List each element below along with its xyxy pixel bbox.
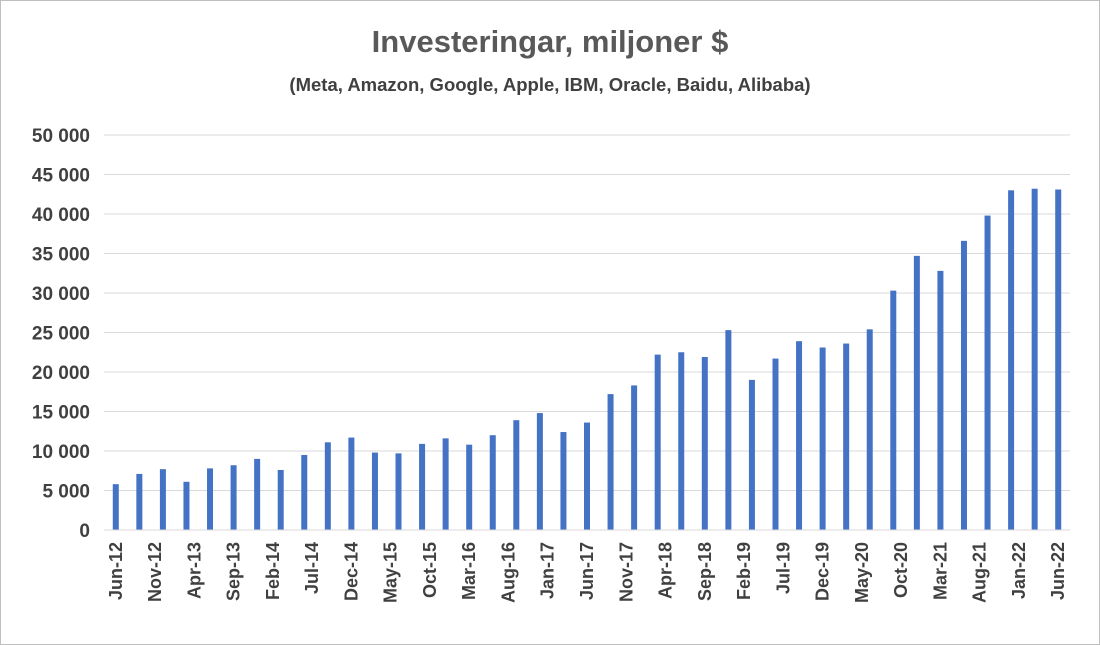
bar: [136, 473, 143, 530]
bar: [489, 435, 496, 530]
bar: [913, 255, 920, 530]
bar: [371, 452, 378, 530]
y-tick-label: 15 000: [32, 403, 90, 424]
bar: [1031, 188, 1038, 530]
x-tick-label: Jan-17: [538, 542, 558, 599]
x-tick-label: Oct-15: [420, 542, 440, 598]
x-tick-label: Oct-20: [891, 542, 911, 598]
chart-title: Investeringar, miljoner $: [371, 24, 729, 59]
bar: [960, 240, 967, 531]
bars: [112, 188, 1062, 531]
y-axis-tick-labels: 0 5 000 10 000 15 000 20 000 25 000 30 000 35 0…: [32, 126, 90, 542]
bar: [631, 385, 638, 530]
bar: [984, 215, 991, 530]
x-tick-label: Sep-18: [695, 542, 715, 601]
bar: [866, 329, 873, 530]
x-tick-label: Sep-13: [224, 542, 244, 601]
x-tick-label: Feb-14: [263, 542, 283, 600]
bar: [819, 347, 826, 530]
bar: [254, 458, 261, 530]
bar: [324, 442, 331, 530]
y-tick-label: 25 000: [32, 324, 90, 345]
bar: [678, 352, 685, 530]
bar: [1008, 190, 1015, 531]
bar: [466, 444, 473, 530]
x-tick-label: Apr-18: [656, 542, 676, 599]
bar: [560, 432, 567, 530]
x-tick-label: Nov-12: [145, 542, 165, 602]
chart-subtitle: (Meta, Amazon, Google, Apple, IBM, Oracl…: [289, 74, 811, 95]
y-tick-label: 0: [79, 521, 90, 542]
bar: [112, 484, 119, 530]
bar: [277, 469, 284, 530]
bar: [348, 437, 355, 530]
bar: [796, 341, 803, 530]
bar: [584, 422, 590, 530]
bar: [419, 443, 426, 530]
y-tick-label: 30 000: [32, 284, 90, 305]
bar: [183, 481, 190, 530]
bar: [442, 438, 449, 530]
bar: [607, 394, 614, 530]
x-tick-label: Nov-17: [616, 542, 636, 602]
gridlines: [104, 134, 1070, 491]
y-tick-label: 10 000: [32, 442, 90, 463]
x-tick-label: Mar-16: [459, 542, 479, 600]
x-tick-label: Apr-13: [184, 542, 204, 599]
bar: [843, 343, 850, 530]
bar: [725, 330, 732, 530]
x-tick-label: Jan-22: [1009, 542, 1029, 599]
x-tick-label: Dec-14: [341, 542, 361, 601]
bar: [207, 468, 214, 530]
bar: [772, 358, 779, 530]
y-tick-label: 45 000: [32, 166, 90, 187]
y-tick-label: 5 000: [42, 482, 90, 503]
x-tick-label: Aug-21: [970, 542, 990, 603]
x-tick-label: May-15: [381, 542, 401, 603]
y-tick-label: 50 000: [32, 126, 90, 147]
x-tick-label: Jul-19: [773, 542, 793, 594]
bar: [701, 356, 708, 530]
bar: [654, 354, 661, 530]
x-tick-label: Dec-19: [813, 542, 833, 601]
bar: [937, 270, 944, 530]
x-tick-label: Jun-12: [106, 542, 126, 600]
bar: [536, 413, 543, 530]
bar: [1055, 189, 1062, 530]
bar: [513, 420, 520, 530]
x-tick-label: Aug-16: [498, 542, 518, 603]
y-tick-label: 40 000: [32, 205, 90, 226]
x-tick-label: Feb-19: [734, 542, 754, 600]
x-tick-label: Mar-21: [930, 542, 950, 600]
x-tick-label: May-20: [852, 542, 872, 603]
y-tick-label: 20 000: [32, 363, 90, 384]
x-tick-label: Jun-17: [577, 542, 597, 600]
bar: [748, 379, 755, 530]
x-tick-label: Jun-22: [1048, 542, 1068, 600]
bar: [890, 290, 897, 530]
x-axis-tick-labels: Jun-12 Nov-12 Apr-13 Sep-13 Feb-14 Jul-14 Dec-…: [106, 542, 1068, 603]
x-tick-label: Jul-14: [302, 542, 322, 594]
bar: [395, 453, 402, 530]
bar: [159, 469, 166, 530]
bar: [301, 454, 308, 530]
y-tick-label: 35 000: [32, 245, 90, 266]
bar: [230, 465, 237, 530]
